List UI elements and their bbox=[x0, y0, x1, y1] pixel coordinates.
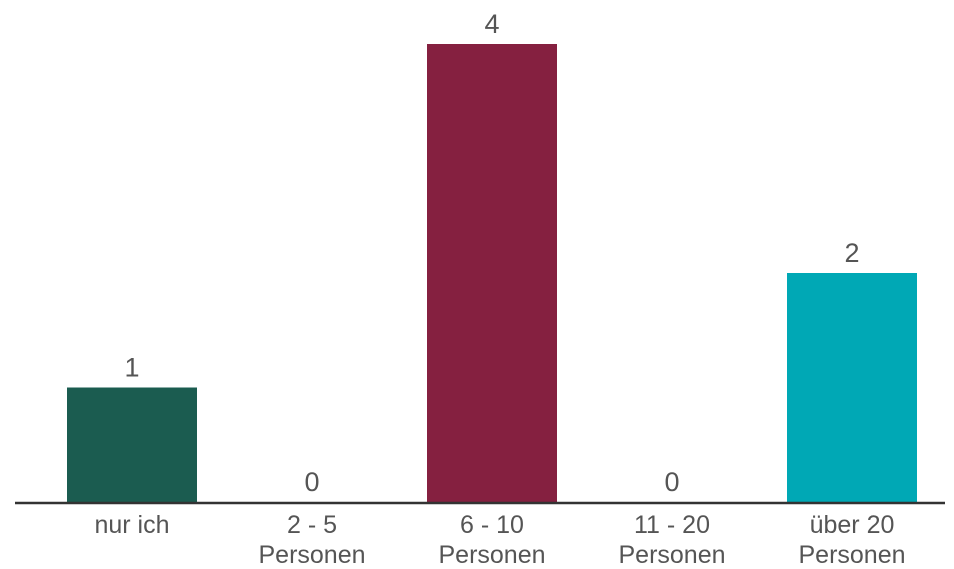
category-label-3-line-0: 11 - 20 bbox=[634, 511, 710, 539]
category-label-2-line-0: 6 - 10 bbox=[460, 511, 524, 539]
category-label-2: 6 - 10 Personen bbox=[438, 511, 545, 569]
value-label-3: 0 bbox=[664, 467, 679, 497]
value-label-4: 2 bbox=[844, 238, 859, 268]
value-labels-layer: 1 0 4 0 2 bbox=[124, 9, 859, 497]
category-label-1: 2 - 5 Personen bbox=[258, 511, 365, 569]
value-label-0: 1 bbox=[124, 353, 139, 383]
bar-2 bbox=[427, 44, 557, 502]
category-label-4-line-0: über 20 bbox=[810, 511, 895, 539]
category-label-3-line-1: Personen bbox=[618, 541, 725, 569]
category-label-2-line-1: Personen bbox=[438, 541, 545, 569]
category-label-4: über 20 Personen bbox=[798, 511, 905, 569]
value-label-2: 4 bbox=[484, 9, 499, 39]
category-label-3: 11 - 20 Personen bbox=[618, 511, 725, 569]
bar-0 bbox=[67, 387, 197, 502]
value-label-1: 0 bbox=[304, 467, 319, 497]
category-label-0-line-0: nur ich bbox=[94, 511, 169, 539]
bar-4 bbox=[787, 273, 917, 502]
bars-layer bbox=[67, 44, 917, 502]
category-label-4-line-1: Personen bbox=[798, 541, 905, 569]
category-label-0: nur ich bbox=[94, 511, 169, 539]
category-label-1-line-0: 2 - 5 bbox=[287, 511, 337, 539]
category-label-1-line-1: Personen bbox=[258, 541, 365, 569]
